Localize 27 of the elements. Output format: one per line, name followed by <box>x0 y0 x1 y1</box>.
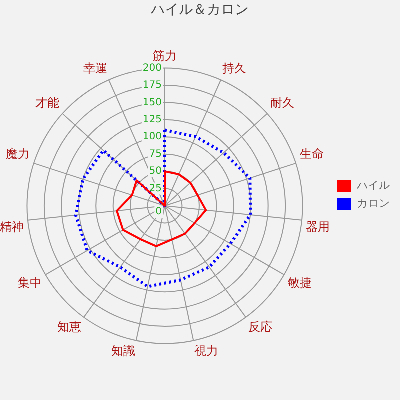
spoke-label: 器用 <box>306 220 330 234</box>
spoke-label: 精神 <box>0 220 24 234</box>
spoke-label: 集中 <box>18 276 42 290</box>
spoke-label: 反応 <box>248 320 272 334</box>
y-tick-label: 150 <box>142 97 162 108</box>
spoke-label: 生命 <box>300 147 324 162</box>
legend-label: カロン <box>357 196 390 210</box>
spoke-label: 幸運 <box>83 61 108 76</box>
y-tick-label: 175 <box>142 80 162 92</box>
spoke-label: 耐久 <box>270 96 294 110</box>
spoke-label: 才能 <box>36 96 60 110</box>
chart-title: ハイル＆カロン <box>150 2 249 18</box>
y-tick-label: 0 <box>156 206 162 218</box>
spoke-label: 知恵 <box>58 320 82 334</box>
spoke-label: 持久 <box>222 61 247 76</box>
y-tick-label: 200 <box>142 62 162 74</box>
spoke-label: 知識 <box>112 344 136 358</box>
spoke-label: 視力 <box>194 344 218 358</box>
spoke-label: 筋力 <box>153 49 177 64</box>
y-tick-label: 125 <box>142 114 162 126</box>
spoke-label: 魔力 <box>6 147 30 162</box>
y-tick-label: 25 <box>149 183 162 194</box>
spoke-label: 敏捷 <box>288 276 312 290</box>
legend-label: ハイル <box>356 178 390 192</box>
y-tick-label: 75 <box>149 148 162 160</box>
y-tick-label: 100 <box>142 132 162 143</box>
y-tick-label: 50 <box>149 166 162 178</box>
